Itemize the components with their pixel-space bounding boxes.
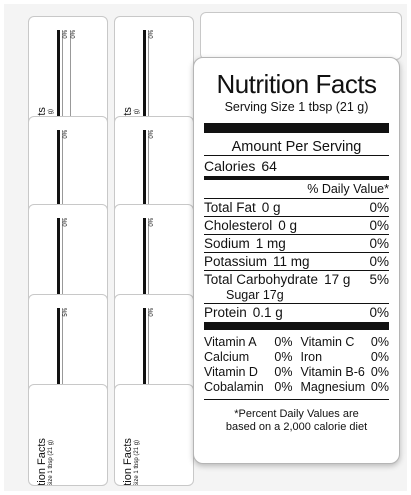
nutrient-pct: 0% xyxy=(369,200,389,215)
nutrient-row-potassium: Potassium 11 mg 0% xyxy=(204,253,389,270)
divider xyxy=(204,399,389,400)
nutrient-pct: 0% xyxy=(369,218,389,233)
nutrient-amount: 17 g xyxy=(324,272,351,287)
vitamin-row: Vitamin B-6 0% xyxy=(300,365,390,379)
nutrient-amount: 11 mg xyxy=(273,254,310,269)
calories-row: Calories 64 xyxy=(204,156,389,176)
nutrient-name: Sodium xyxy=(204,236,250,251)
vitamin-row: Vitamin C 0% xyxy=(300,335,390,349)
mini-label-serving: Serving Size 1 tbsp (21 g) xyxy=(48,439,54,486)
sugar-text: Sugar 17g xyxy=(226,288,284,302)
footnote-line-2: based on a 2,000 calorie diet xyxy=(225,421,368,433)
nutrient-name: Total Fat xyxy=(204,200,256,215)
vitamins-grid: Vitamin A 0% Vitamin C 0% Calcium 0% Iron 0%… xyxy=(204,330,389,395)
label-title: Nutrition Facts xyxy=(216,69,377,99)
nutrient-name: Total Carbohydrate xyxy=(204,272,319,287)
nutrient-row-total-fat: Total Fat 0 g 0% xyxy=(204,199,389,216)
nutrient-row-total-carbohydrate: Total Carbohydrate 17 g 5% xyxy=(204,271,389,288)
nutrient-amount: 0 g xyxy=(278,218,298,233)
vitamin-row: Magnesium 0% xyxy=(300,380,390,394)
mini-label: Nutrition Facts Serving Size 1 tbsp (21 … xyxy=(114,384,194,486)
vitamin-row: Cobalamin 0% xyxy=(204,380,293,394)
footnote-line-1: *Percent Daily Values are xyxy=(234,408,359,420)
mini-label-serving: Serving Size 1 tbsp (21 g) xyxy=(134,439,140,486)
nutrient-row-cholesterol: Cholesterol 0 g 0% xyxy=(204,217,389,234)
nutrient-pct: 0% xyxy=(369,254,389,269)
nutrient-row-sodium: Sodium 1 mg 0% xyxy=(204,235,389,252)
daily-value-header: % Daily Value* xyxy=(307,182,389,196)
serving-size: Serving Size 1 tbsp (21 g) xyxy=(224,100,369,114)
vitamin-row: Vitamin D 0% xyxy=(204,365,293,379)
thick-divider xyxy=(204,123,389,133)
divider xyxy=(204,155,389,156)
footnote: *Percent Daily Values are based on a 2,0… xyxy=(204,408,389,434)
nutrient-pct: 0% xyxy=(369,236,389,251)
mini-label xyxy=(200,12,402,60)
vitamin-row: Iron 0% xyxy=(300,350,390,364)
nutrient-name: Potassium xyxy=(204,254,268,269)
nutrient-name: Cholesterol xyxy=(204,218,273,233)
nutrient-amount: 1 mg xyxy=(255,236,286,251)
nutrient-row-protein: Protein 0.1 g 0% xyxy=(204,304,389,321)
nutrient-amount: 0 g xyxy=(261,200,281,215)
nutrient-pct: 0% xyxy=(369,305,389,320)
mini-label-title: Nutrition Facts xyxy=(122,438,134,486)
nutrient-amount: 0.1 g xyxy=(252,305,283,320)
sugar-row: Sugar 17g xyxy=(204,288,389,303)
mini-label-title: Nutrition Facts xyxy=(36,438,48,486)
nutrition-label: Nutrition Facts Serving Size 1 tbsp (21 … xyxy=(193,57,400,464)
vitamin-row: Calcium 0% xyxy=(204,350,293,364)
nutrient-name: Protein xyxy=(204,305,247,320)
calories-value: 64 xyxy=(261,158,277,174)
mini-label: Nutrition Facts Serving Size 1 tbsp (21 … xyxy=(28,384,108,486)
vitamin-row: Vitamin A 0% xyxy=(204,335,293,349)
amount-per-serving: Amount Per Serving xyxy=(231,139,362,155)
thick-divider xyxy=(204,322,389,330)
calories-label: Calories xyxy=(204,158,256,174)
nutrient-pct: 5% xyxy=(369,272,389,287)
medium-divider xyxy=(204,176,389,180)
